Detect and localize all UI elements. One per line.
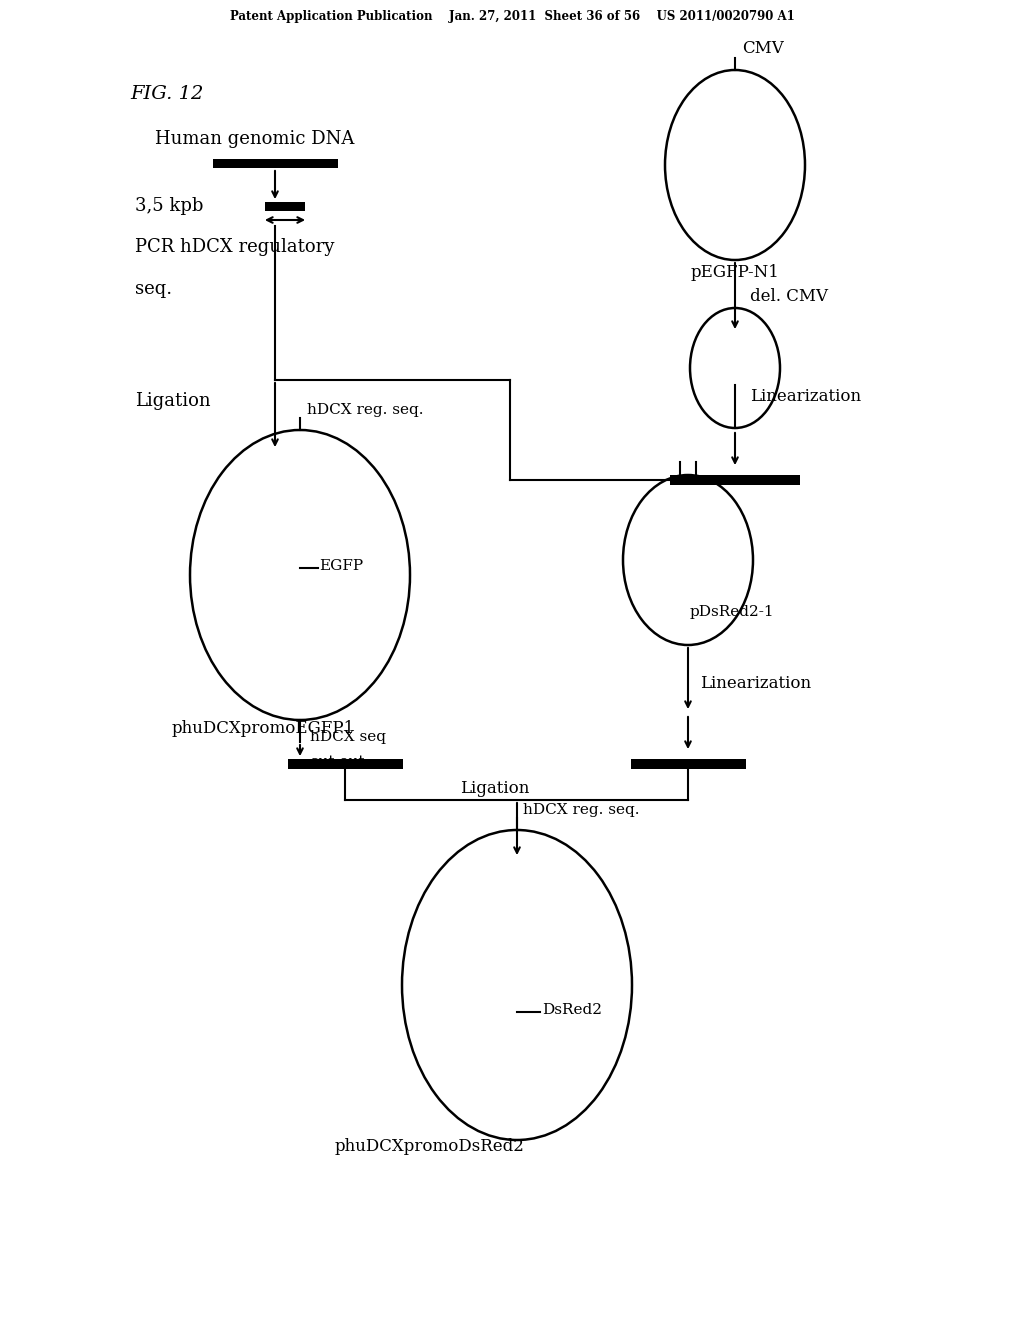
Text: Linearization: Linearization xyxy=(750,388,861,405)
Text: phuDCXpromoEGFP1: phuDCXpromoEGFP1 xyxy=(172,719,355,737)
Text: Ligation: Ligation xyxy=(461,780,529,797)
Bar xyxy=(670,475,800,484)
Text: Patent Application Publication    Jan. 27, 2011  Sheet 36 of 56    US 2011/00207: Patent Application Publication Jan. 27, … xyxy=(229,11,795,22)
Text: del. CMV: del. CMV xyxy=(750,288,828,305)
Text: phuDCXpromoDsRed2: phuDCXpromoDsRed2 xyxy=(335,1138,525,1155)
Text: hDCX reg. seq.: hDCX reg. seq. xyxy=(307,403,424,417)
Text: pDsRed2-1: pDsRed2-1 xyxy=(690,605,774,619)
Text: PCR hDCX regulatory: PCR hDCX regulatory xyxy=(135,238,335,256)
Bar xyxy=(631,759,745,770)
Bar xyxy=(288,759,402,770)
Bar xyxy=(265,202,305,210)
Text: pEGFP-N1: pEGFP-N1 xyxy=(690,264,779,281)
Text: DsRed2: DsRed2 xyxy=(542,1003,602,1016)
Text: hDCX seq: hDCX seq xyxy=(310,730,386,744)
Text: hDCX reg. seq.: hDCX reg. seq. xyxy=(523,803,640,817)
Text: FIG. 12: FIG. 12 xyxy=(130,84,204,103)
Text: Linearization: Linearization xyxy=(700,675,811,692)
Text: CMV: CMV xyxy=(742,40,783,57)
Bar xyxy=(213,158,338,168)
Text: EGFP: EGFP xyxy=(319,558,364,573)
Text: cut out: cut out xyxy=(310,755,365,770)
Text: Human genomic DNA: Human genomic DNA xyxy=(155,129,354,148)
Text: seq.: seq. xyxy=(135,280,172,298)
Text: Ligation: Ligation xyxy=(135,392,211,411)
Text: 3,5 kpb: 3,5 kpb xyxy=(135,197,204,215)
